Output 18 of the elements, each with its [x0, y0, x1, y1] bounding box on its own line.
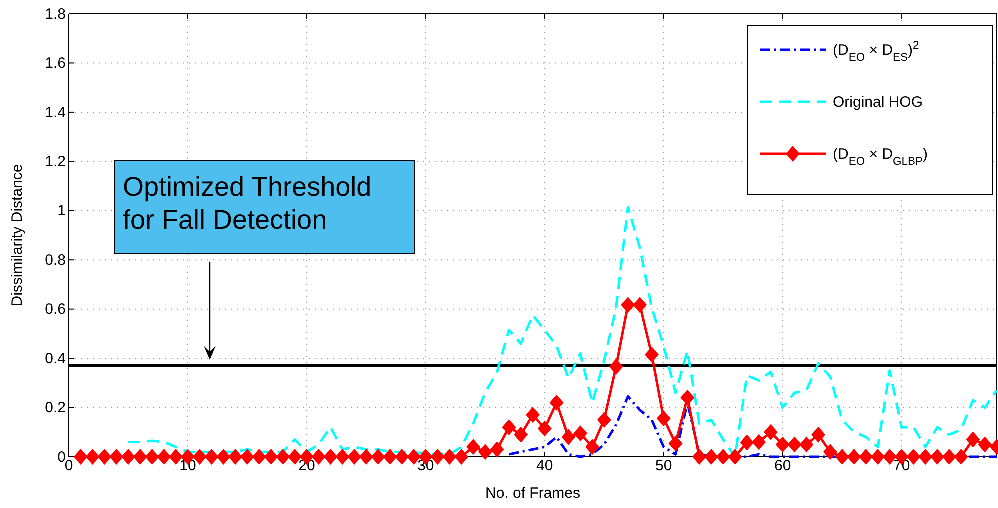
x-tick-label: 50: [656, 458, 672, 475]
y-tick-label: 1.2: [45, 153, 66, 170]
y-tick-label: 1: [58, 202, 66, 220]
y-tick-label: 1.6: [45, 55, 66, 72]
annotation: Optimized Threshold for Fall Detection: [123, 172, 372, 235]
y-tick-label: 1.8: [45, 6, 66, 23]
x-tick-label: 40: [536, 458, 554, 475]
x-axis-title: No. of Frames: [485, 485, 581, 502]
y-tick-label: 0.2: [45, 400, 66, 417]
y-tick-label: 0.8: [45, 252, 66, 269]
y-tick-label: 0.6: [45, 301, 66, 318]
legend-label: (D$_{EO}$ × D$_{ES}$)$^{2}$: [833, 40, 920, 64]
y-tick-label: 0.4: [45, 350, 66, 368]
legend-label: Original HOG: [833, 94, 924, 111]
legend-label: (D$_{EO}$ × D$_{GLBP}$): [833, 146, 928, 168]
y-axis-title: Dissimilarity Distance: [9, 164, 26, 307]
y-tick-label: 1.4: [45, 104, 66, 122]
x-tick-label: 60: [774, 458, 792, 475]
